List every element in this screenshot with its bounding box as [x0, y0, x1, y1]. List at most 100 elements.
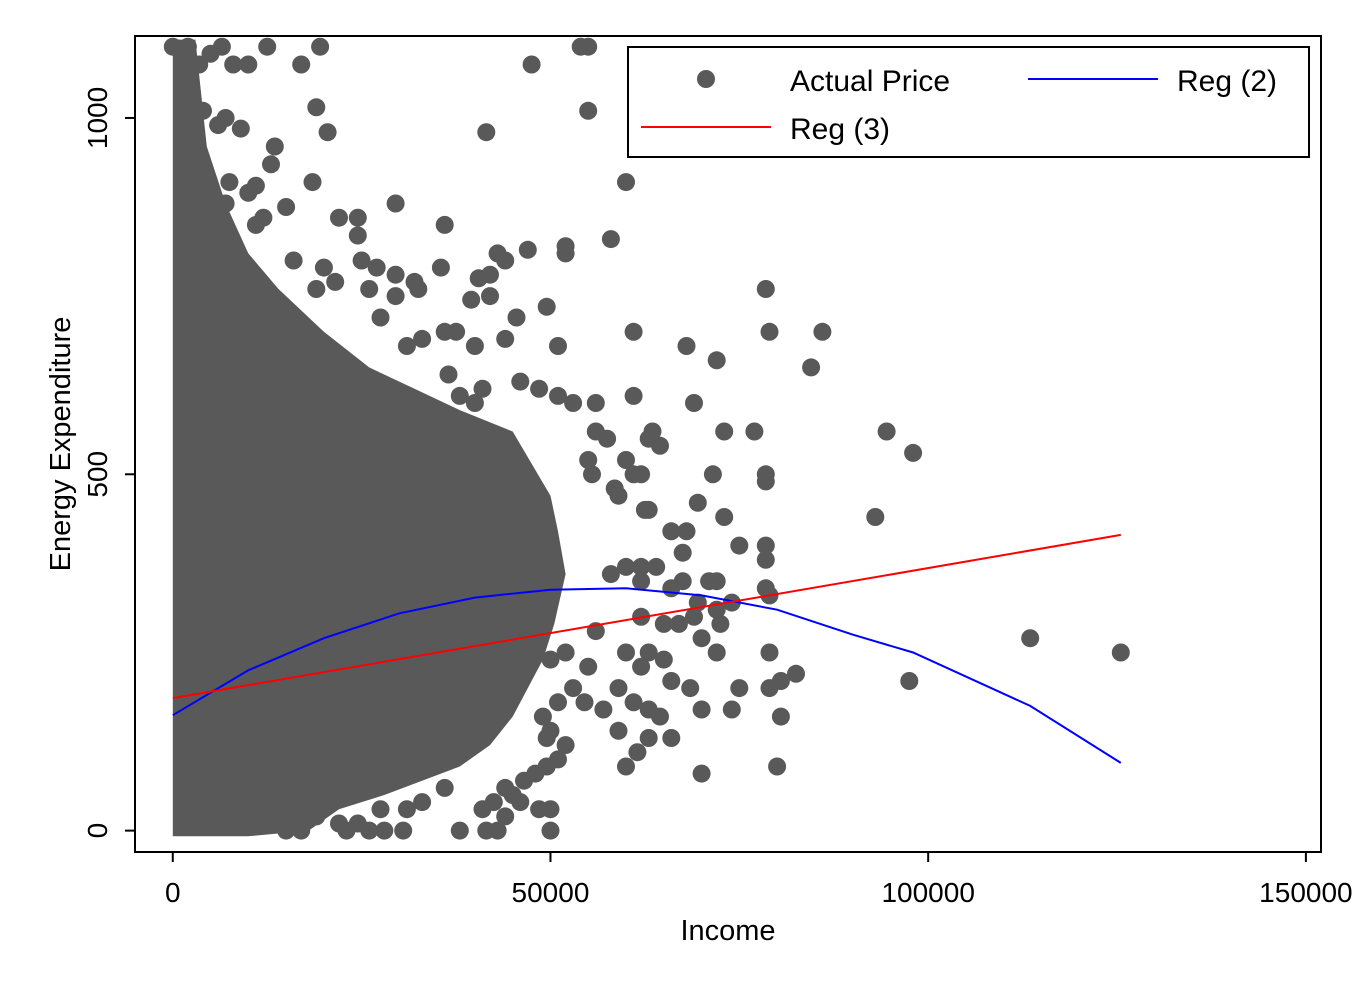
scatter-point	[617, 451, 635, 469]
scatter-point	[262, 155, 280, 174]
x-tick-label: 150000	[1259, 877, 1352, 908]
scatter-point	[556, 244, 575, 263]
scatter-point	[212, 37, 231, 56]
scatter-point	[413, 793, 432, 812]
scatter-point	[450, 386, 469, 405]
scatter-point	[178, 215, 197, 234]
scatter-point	[771, 707, 790, 726]
scatter-point	[239, 55, 258, 74]
scatter-point	[688, 493, 707, 512]
scatter-point	[900, 672, 919, 690]
scatter-point	[556, 643, 575, 662]
legend-label-reg3: Reg (3)	[790, 113, 890, 146]
scatter-point	[632, 465, 651, 484]
scatter-point	[601, 230, 620, 249]
scatter-point	[413, 329, 432, 348]
scatter-points	[163, 37, 1130, 840]
scatter-point	[435, 778, 454, 797]
scatter-point	[609, 486, 628, 505]
scatter-point	[326, 272, 345, 291]
scatter-point	[756, 280, 775, 298]
scatter-point	[330, 208, 348, 227]
scatter-point	[515, 771, 533, 790]
scatter-point	[549, 337, 567, 355]
scatter-point	[624, 386, 643, 405]
scatter-point	[685, 394, 703, 412]
y-tick-label: 1000	[82, 87, 113, 149]
scatter-point	[541, 821, 560, 840]
scatter-point	[707, 572, 726, 591]
scatter-point	[465, 394, 484, 412]
scatter-point	[904, 443, 923, 462]
scatter-point	[609, 721, 628, 740]
scatter-point	[371, 800, 390, 819]
scatter-point	[669, 614, 688, 633]
scatter-point	[375, 821, 394, 840]
dense-point-cloud-area	[172, 39, 566, 837]
scatter-point	[360, 280, 379, 298]
scatter-point	[601, 565, 620, 584]
scatter-point	[707, 643, 726, 662]
scatter-point	[677, 522, 696, 541]
scatter-point	[190, 55, 209, 74]
legend-label-actual-price: Actual Price	[790, 65, 950, 98]
scatter-point	[711, 614, 730, 633]
x-axis-title: Income	[680, 915, 775, 947]
scatter-point	[647, 557, 666, 576]
scatter-point	[367, 258, 386, 277]
scatter-point	[579, 451, 598, 469]
scatter-point	[639, 729, 658, 747]
scatter-point	[745, 422, 764, 441]
y-tick-label: 0	[82, 823, 113, 839]
scatter-point	[722, 700, 741, 719]
scatter-point	[639, 500, 658, 519]
scatter-point	[598, 429, 617, 448]
scatter-point	[397, 800, 416, 819]
scatter-point	[465, 337, 484, 355]
scatter-point	[617, 643, 635, 662]
scatter-point	[692, 764, 711, 783]
scatter-point	[579, 101, 598, 120]
scatter-point	[530, 379, 549, 398]
scatter-point	[186, 166, 205, 184]
scatter-point	[265, 137, 284, 156]
plot-frame	[134, 35, 1322, 853]
scatter-point	[318, 123, 337, 142]
scatter-point	[564, 394, 583, 412]
scatter-point	[518, 240, 537, 259]
scatter-point	[307, 98, 326, 117]
scatter-point	[231, 119, 250, 138]
scatter-point	[224, 55, 243, 74]
scatter-point	[439, 365, 458, 384]
scatter-point	[768, 757, 787, 776]
scatter-point	[507, 308, 526, 327]
scatter-point	[673, 572, 692, 591]
scatter-point	[371, 308, 390, 327]
legend: Actual Price Reg (2) Reg (3)	[627, 46, 1310, 158]
scatter-point	[787, 664, 805, 683]
scatter-point	[654, 614, 673, 633]
y-tick-label: 500	[82, 451, 113, 498]
scatter-point	[277, 198, 296, 216]
scatter-point	[258, 37, 277, 56]
scatter-point	[730, 536, 749, 555]
scatter-point	[1021, 629, 1040, 648]
scatter-point	[692, 700, 711, 719]
scatter-point	[575, 693, 594, 712]
dense-point-cloud	[172, 39, 566, 837]
axes: 0 50000 100000 150000 0 500 1000	[82, 87, 1353, 908]
scatter-point	[397, 337, 416, 355]
scatter-point	[877, 422, 896, 441]
scatter-point	[496, 329, 515, 348]
scatter-point	[216, 109, 235, 127]
x-tick-label: 100000	[881, 877, 974, 908]
scatter-point	[262, 287, 280, 306]
scatter-point	[579, 37, 598, 56]
scatter-point	[394, 821, 413, 840]
scatter-point	[484, 793, 503, 812]
scatter-point	[703, 465, 722, 484]
scatter-point	[307, 280, 326, 298]
scatter-point	[617, 173, 635, 192]
scatter-point	[496, 251, 515, 270]
legend-marker-actual-price	[697, 70, 715, 88]
